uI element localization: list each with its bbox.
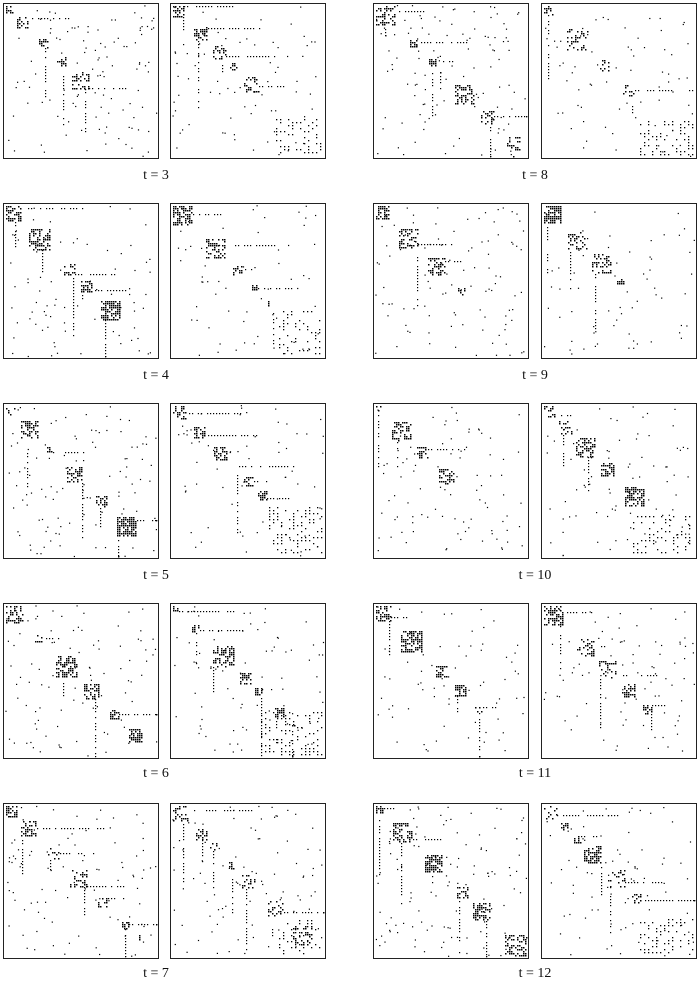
caption-t7: t = 7 bbox=[143, 966, 169, 981]
matrix-t8-left bbox=[373, 3, 529, 159]
matrix-texture bbox=[6, 206, 151, 358]
matrix-texture bbox=[544, 806, 696, 957]
matrix-t11-right bbox=[541, 603, 697, 759]
matrix-t3-right bbox=[170, 3, 326, 159]
matrix-t3-left bbox=[3, 3, 159, 159]
caption-t5: t = 5 bbox=[143, 568, 169, 583]
matrix-texture bbox=[173, 606, 325, 758]
matrix-t5-left bbox=[3, 403, 159, 559]
matrix-texture bbox=[376, 5, 528, 158]
matrix-t7-right bbox=[170, 803, 326, 959]
matrix-t5-right bbox=[170, 403, 326, 559]
matrix-t6-left bbox=[3, 603, 159, 759]
caption-t11: t = 11 bbox=[518, 766, 552, 781]
matrix-texture bbox=[6, 5, 158, 157]
matrix-texture bbox=[543, 606, 695, 752]
matrix-t4-left bbox=[3, 203, 159, 359]
matrix-t12-right bbox=[541, 803, 697, 959]
caption-t10: t = 10 bbox=[518, 568, 552, 583]
matrix-t12-left bbox=[373, 803, 529, 959]
matrix-texture bbox=[5, 605, 158, 758]
matrix-texture bbox=[173, 405, 324, 557]
caption-t3: t = 3 bbox=[143, 168, 169, 183]
matrix-texture bbox=[375, 806, 528, 958]
matrix-texture bbox=[544, 6, 694, 157]
matrix-t8-right bbox=[541, 3, 697, 159]
caption-t8: t = 8 bbox=[522, 168, 548, 183]
matrix-t10-right bbox=[541, 403, 697, 559]
caption-t6: t = 6 bbox=[143, 766, 169, 781]
matrix-texture bbox=[172, 6, 322, 156]
matrix-texture bbox=[376, 606, 525, 758]
matrix-t9-left bbox=[373, 203, 529, 359]
matrix-texture bbox=[376, 406, 523, 552]
matrix-texture bbox=[375, 206, 525, 356]
matrix-texture bbox=[173, 205, 321, 356]
caption-t9: t = 9 bbox=[522, 368, 548, 383]
matrix-texture bbox=[6, 805, 158, 958]
caption-t12: t = 12 bbox=[518, 966, 552, 981]
matrix-t6-right bbox=[170, 603, 326, 759]
matrix-t4-right bbox=[170, 203, 326, 359]
matrix-texture bbox=[544, 406, 691, 557]
matrix-t10-left bbox=[373, 403, 529, 559]
matrix-texture bbox=[544, 206, 695, 355]
matrix-t9-right bbox=[541, 203, 697, 359]
caption-t4: t = 4 bbox=[143, 368, 169, 383]
matrix-t7-left bbox=[3, 803, 159, 959]
matrix-texture bbox=[172, 805, 325, 955]
matrix-texture bbox=[6, 406, 158, 558]
matrix-t11-left bbox=[373, 603, 529, 759]
